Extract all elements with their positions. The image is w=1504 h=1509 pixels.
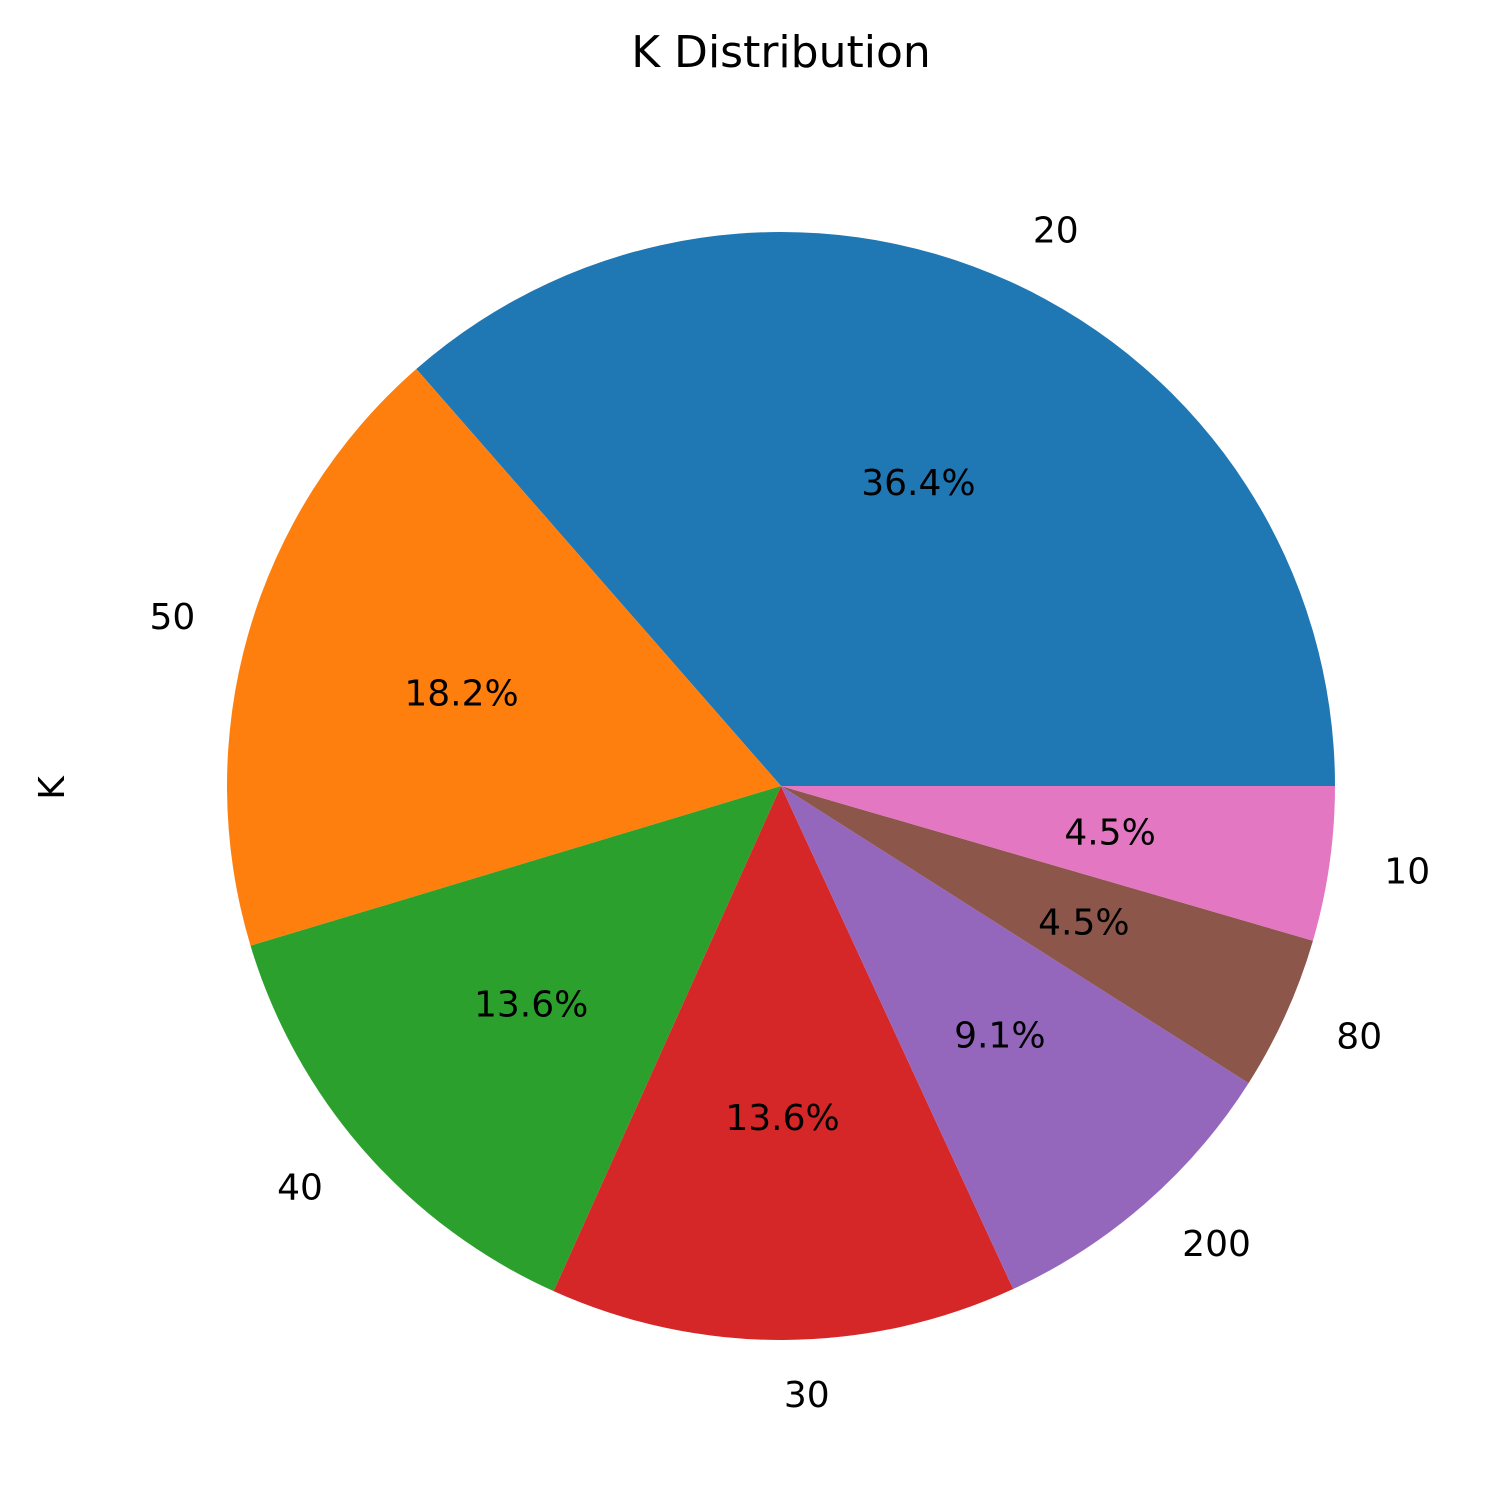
slice-percent-80: 4.5% bbox=[1038, 902, 1129, 943]
slice-percent-20: 36.4% bbox=[861, 463, 975, 504]
pie-slice-30 bbox=[553, 786, 1014, 1340]
pie-slices bbox=[227, 231, 1336, 1340]
pie-slice-80 bbox=[781, 786, 1313, 1084]
slice-percent-40: 13.6% bbox=[474, 985, 588, 1026]
slice-label-30: 30 bbox=[784, 1375, 830, 1416]
chart-title: K Distribution bbox=[631, 27, 931, 78]
slice-percent-10: 4.5% bbox=[1064, 812, 1155, 853]
pie-slice-200 bbox=[781, 786, 1249, 1290]
pie-slice-20 bbox=[416, 231, 1336, 786]
pie-slice-50 bbox=[227, 368, 781, 946]
slice-label-40: 40 bbox=[277, 1167, 323, 1208]
slice-percent-30: 13.6% bbox=[725, 1098, 839, 1139]
slice-percent-200: 9.1% bbox=[954, 1016, 1045, 1057]
slice-percent-labels: 36.4% 18.2% 13.6% 13.6% 9.1% 4.5% 4.5% bbox=[404, 463, 1155, 1139]
slice-label-80: 80 bbox=[1336, 1017, 1382, 1058]
pie-slice-10 bbox=[781, 786, 1335, 941]
slice-label-20: 20 bbox=[1033, 211, 1079, 252]
slice-label-10: 10 bbox=[1384, 851, 1430, 892]
pie-slice-40 bbox=[250, 786, 781, 1292]
y-axis-label: K bbox=[32, 775, 73, 800]
slice-category-labels: 20 50 40 30 200 80 10 bbox=[150, 211, 1431, 1416]
slice-percent-50: 18.2% bbox=[404, 674, 518, 715]
slice-label-50: 50 bbox=[150, 597, 196, 638]
slice-label-200: 200 bbox=[1182, 1224, 1251, 1265]
